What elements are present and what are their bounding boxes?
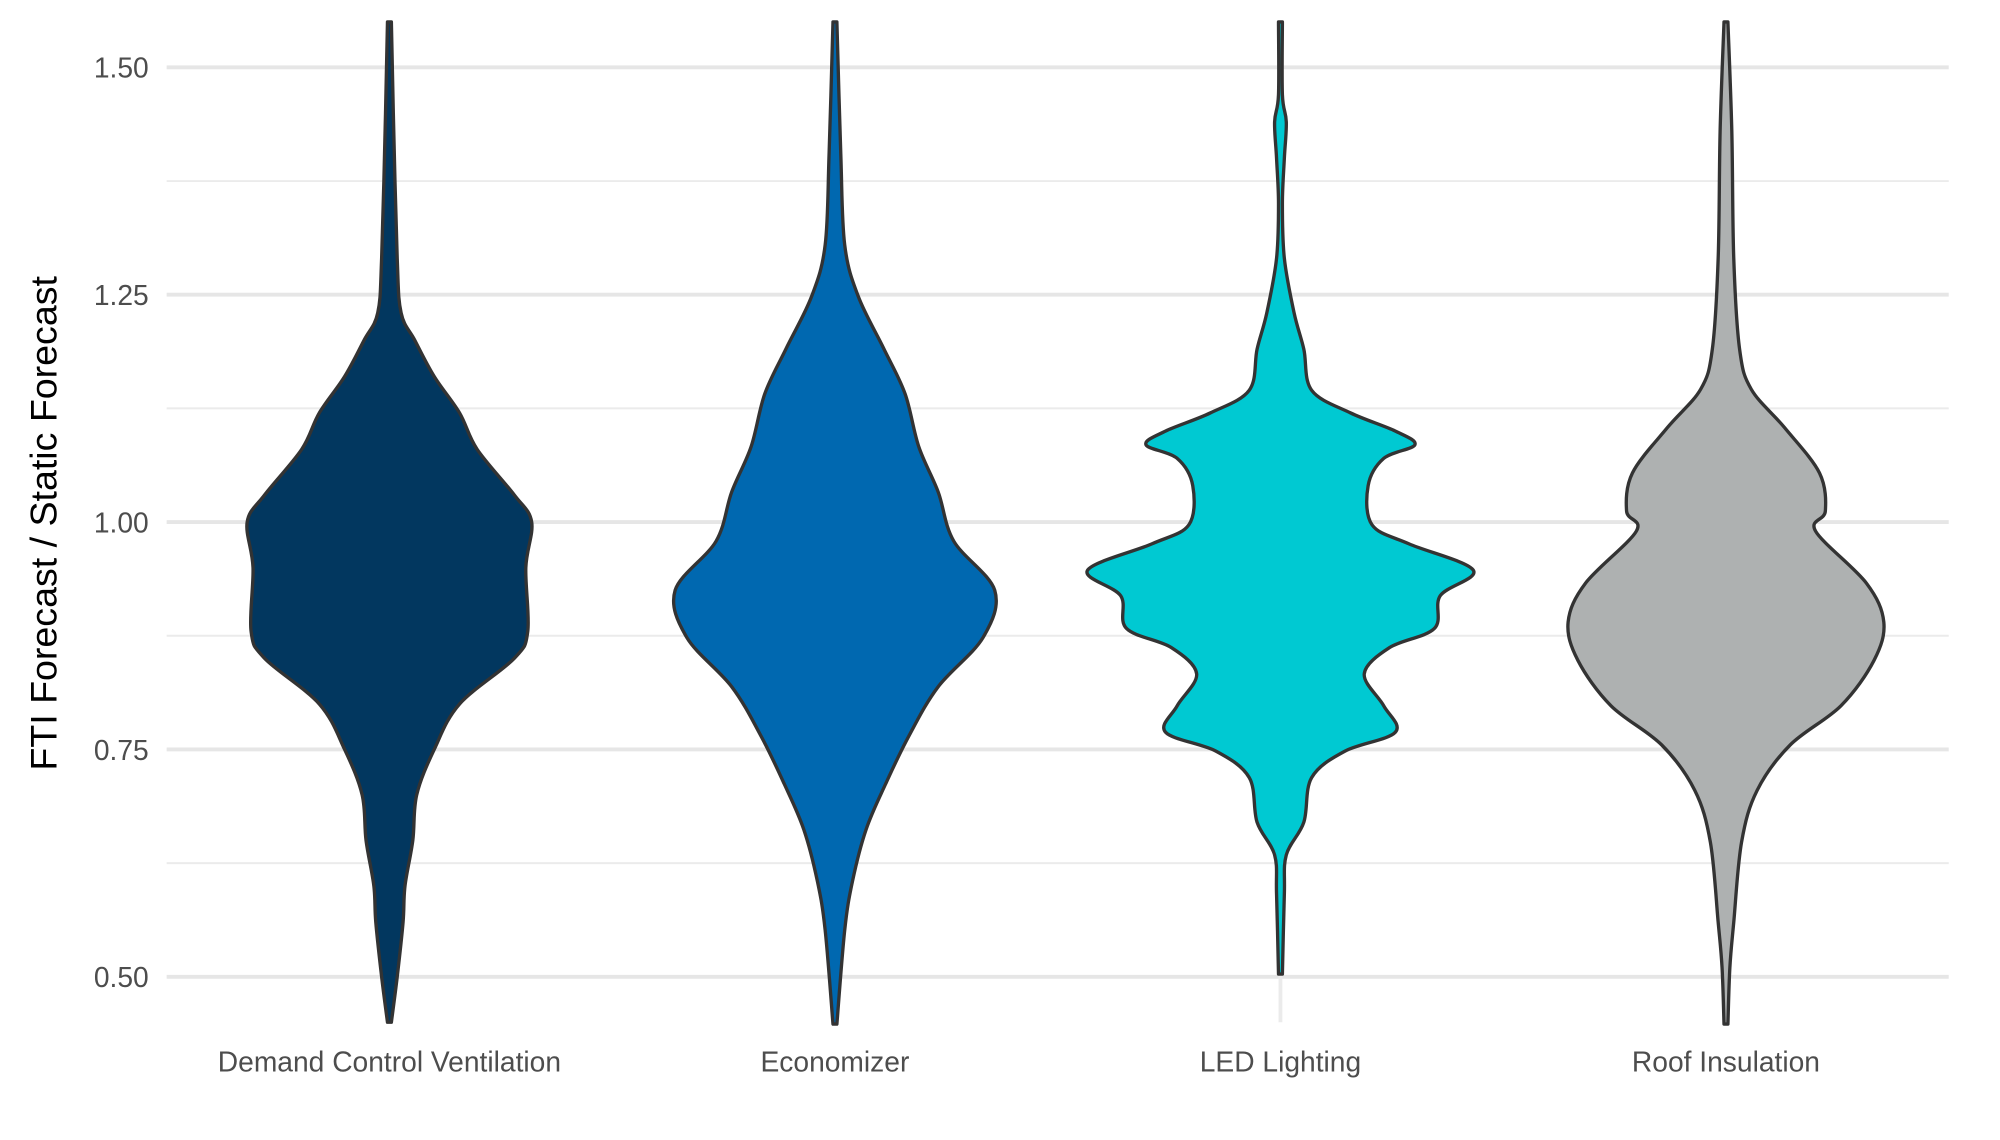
violins — [245, 20, 1886, 1026]
y-tick-label: 1.25 — [94, 280, 149, 312]
y-tick-label: 0.50 — [94, 962, 149, 994]
x-axis-ticks: Demand Control Ventilation Economizer LED … — [218, 1046, 1820, 1078]
violin-economizer — [671, 20, 998, 1026]
y-tick-label: 0.75 — [94, 735, 149, 767]
violin-led-lighting — [1085, 20, 1476, 976]
x-tick-label: Demand Control Ventilation — [218, 1046, 561, 1078]
x-tick-label: Roof Insulation — [1632, 1046, 1820, 1078]
y-tick-label: 1.00 — [94, 507, 149, 539]
y-axis-ticks: 0.50 0.75 1.00 1.25 1.50 — [94, 53, 149, 995]
y-tick-label: 1.50 — [94, 53, 149, 85]
y-axis-label: FTI Forecast / Static Forecast — [23, 275, 65, 770]
violin-demand-control-ventilation — [245, 20, 534, 1024]
x-tick-label: Economizer — [760, 1046, 909, 1078]
violin-roof-insulation — [1566, 20, 1886, 1026]
x-tick-label: LED Lighting — [1200, 1046, 1361, 1078]
